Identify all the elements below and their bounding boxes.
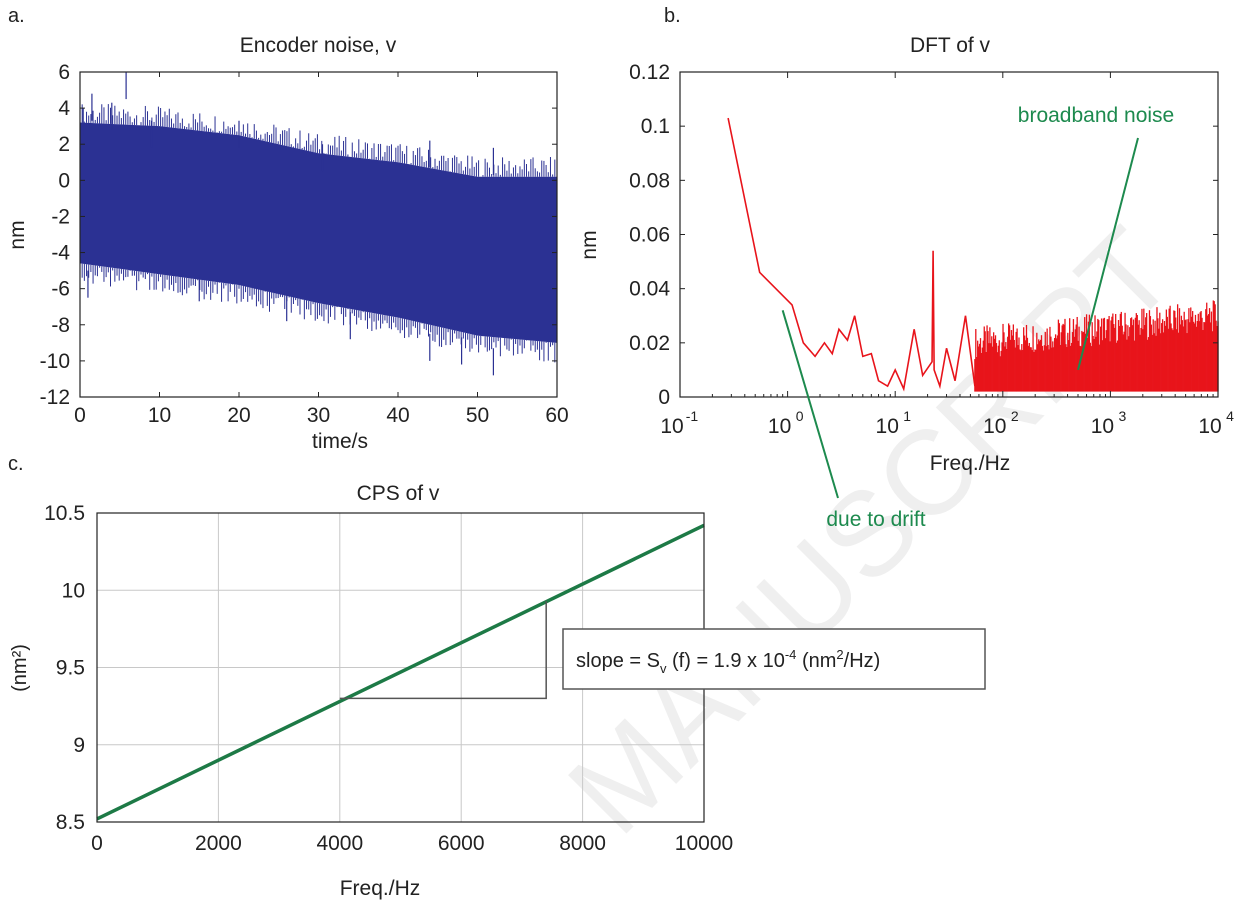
panel-b-ytick-label: 0 [658, 386, 670, 409]
panel-c-slope-text: slope = Sv (f) = 1.9 x 10-4 (nm2/Hz) [576, 647, 880, 676]
panel-a-ytick-label: 6 [58, 61, 70, 84]
panel-b-xtick-exponent: 0 [796, 408, 804, 424]
panel-a-label: a. [8, 5, 25, 27]
panel-c-ytick-label: 8.5 [56, 811, 85, 834]
panel-b-annotation-drift-pointer [781, 310, 839, 499]
panel-c: c. CPS of v 0 2000 4000 6000 8000 10000 10.5 1… [8, 453, 986, 900]
panel-c-xtick-label: 0 [91, 832, 103, 855]
panel-b-ytick-label: 0.1 [641, 115, 670, 138]
panel-b-xtick-exponent: 1 [903, 408, 911, 424]
panel-c-cps-line [96, 523, 705, 821]
panel-a: a. Encoder noise, v 0 10 20 30 40 50 60 6420-2… [6, 5, 569, 453]
panel-b-ytick-label: 0.06 [629, 224, 670, 247]
panel-a-ytick-label: -10 [40, 350, 70, 373]
panel-c-xtick-label: 10000 [675, 832, 733, 855]
panel-b-xtick-exponent: 2 [1011, 408, 1019, 424]
panel-a-title: Encoder noise, v [240, 34, 397, 57]
panel-b-xtick-exponent: 4 [1226, 408, 1234, 424]
panel-b-ytick-label: 0.12 [629, 61, 670, 84]
panel-b-annotation-drift: due to drift [826, 508, 925, 531]
panel-a-xtick-label: 10 [148, 404, 171, 427]
panel-a-xtick-label: 30 [307, 404, 330, 427]
panel-a-xtick-label: 50 [466, 404, 489, 427]
panel-a-xlabel: time/s [312, 430, 368, 453]
panel-b-ytick-label: 0.08 [629, 169, 670, 192]
panel-c-label: c. [8, 453, 24, 475]
panel-b-xlabel: Freq./Hz [930, 452, 1011, 475]
panel-a-ytick-label: 4 [58, 97, 70, 120]
panel-b-xtick-label: 10 [983, 415, 1006, 438]
panel-b-dft-line [727, 117, 976, 392]
panel-c-xtick-label: 4000 [316, 832, 363, 855]
panel-b-title: DFT of v [910, 34, 991, 57]
panel-b-ytick-label: 0.04 [629, 278, 670, 301]
panel-a-ylabel: nm [6, 220, 29, 249]
panel-a-noise-band [80, 122, 557, 343]
panel-b-xtick-label: 10 [768, 415, 791, 438]
panel-c-xtick-label: 6000 [438, 832, 485, 855]
panel-b-xtick-label: 10 [1198, 415, 1221, 438]
panel-c-ylabel: (nm²) [9, 644, 31, 692]
panel-c-xlabel: Freq./Hz [340, 877, 421, 900]
panel-a-ytick-label: 0 [58, 169, 70, 192]
panel-c-slope-triangle [339, 601, 547, 700]
panel-b-xtick-label: 10 [876, 415, 899, 438]
panel-c-xtick-label: 2000 [195, 832, 242, 855]
panel-a-ytick-label: -6 [51, 278, 70, 301]
panel-c-xtick-label: 8000 [559, 832, 606, 855]
panel-a-ytick-label: -8 [51, 314, 70, 337]
panel-a-xtick-label: 20 [227, 404, 250, 427]
panel-c-ytick-label: 10.5 [44, 502, 85, 525]
panel-a-ytick-label: 2 [58, 133, 70, 156]
panel-b: b. DFT of v 10 -1 10 0 10 1 10 2 10 3 10 4 0.120.10… [578, 5, 1234, 531]
panel-b-annotation-broadband-pointer [1077, 137, 1139, 371]
panel-b-label: b. [664, 5, 681, 27]
panel-a-ytick-label: -12 [40, 386, 70, 409]
panel-b-xtick-label: 10 [1091, 415, 1114, 438]
panel-a-xtick-label: 0 [74, 404, 86, 427]
panel-b-xtick-exponent: -1 [686, 408, 699, 424]
panel-c-title: CPS of v [357, 482, 440, 505]
panel-b-ylabel: nm [578, 230, 601, 259]
panel-c-slope-box [562, 628, 986, 690]
panel-a-xtick-label: 60 [545, 404, 568, 427]
panel-b-annotation-broadband: broadband noise [1018, 104, 1174, 127]
panel-b-xtick-label: 10 [660, 415, 683, 438]
panel-b-xtick-exponent: 3 [1119, 408, 1127, 424]
panel-a-ytick-label: -2 [51, 205, 70, 228]
panel-a-xtick-label: 40 [386, 404, 409, 427]
panel-c-ytick-label: 9.5 [56, 657, 85, 680]
panel-c-ytick-label: 10 [62, 579, 85, 602]
panel-b-ytick-label: 0.02 [629, 332, 670, 355]
watermark: MANUSCRIPT [543, 203, 1199, 859]
panel-a-ytick-label: -4 [51, 242, 70, 265]
panel-c-ytick-label: 9 [73, 734, 85, 757]
